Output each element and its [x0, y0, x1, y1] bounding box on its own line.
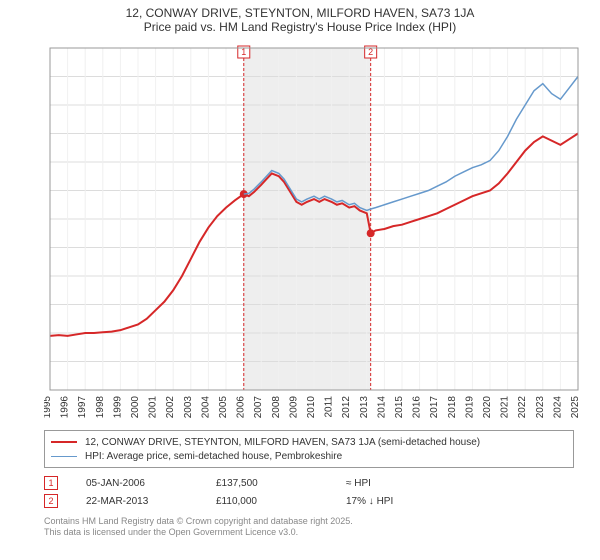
footer-line1: Contains HM Land Registry data © Crown c…: [44, 516, 353, 527]
x-tick-label: 1998: [95, 396, 106, 419]
x-tick-label: 2010: [306, 396, 317, 419]
x-tick-label: 2018: [447, 396, 458, 419]
x-tick-label: 2005: [218, 396, 229, 419]
x-tick-label: 2009: [288, 396, 299, 419]
sale-row: 2 22-MAR-2013£110,00017% ↓ HPI: [44, 492, 574, 510]
legend-row: HPI: Average price, semi-detached house,…: [51, 449, 567, 463]
x-tick-label: 2021: [500, 396, 511, 419]
x-tick-label: 2006: [236, 396, 247, 419]
legend: 12, CONWAY DRIVE, STEYNTON, MILFORD HAVE…: [44, 430, 574, 468]
legend-row: 12, CONWAY DRIVE, STEYNTON, MILFORD HAVE…: [51, 435, 567, 449]
legend-label: HPI: Average price, semi-detached house,…: [85, 451, 342, 462]
x-tick-label: 2000: [130, 396, 141, 419]
x-tick-label: 2020: [482, 396, 493, 419]
x-tick-label: 2014: [376, 396, 387, 419]
x-tick-label: 2017: [429, 396, 440, 419]
sale-row: 1 05-JAN-2006£137,500≈ HPI: [44, 474, 574, 492]
x-tick-label: 2004: [200, 396, 211, 419]
sale-date: 05-JAN-2006: [86, 478, 216, 489]
x-tick-label: 2001: [148, 396, 159, 419]
sale-delta: ≈ HPI: [346, 478, 371, 489]
x-tick-label: 2008: [271, 396, 282, 419]
x-tick-label: 2015: [394, 396, 405, 419]
title-block: 12, CONWAY DRIVE, STEYNTON, MILFORD HAVE…: [0, 0, 600, 34]
x-tick-label: 2024: [552, 396, 563, 419]
x-tick-label: 2002: [165, 396, 176, 419]
x-tick-label: 2016: [412, 396, 423, 419]
sale-price: £110,000: [216, 496, 346, 507]
sale-date: 22-MAR-2013: [86, 496, 216, 507]
title-line2: Price paid vs. HM Land Registry's House …: [0, 20, 600, 34]
sale-marker: 2: [44, 494, 58, 508]
x-tick-label: 2013: [359, 396, 370, 419]
x-tick-label: 1995: [44, 396, 53, 419]
x-tick-label: 2019: [464, 396, 475, 419]
x-tick-label: 1999: [112, 396, 123, 419]
x-tick-label: 1996: [60, 396, 71, 419]
chart-svg: £0£20K£40K£60K£80K£100K£120K£140K£160K£1…: [44, 42, 584, 422]
sale-price: £137,500: [216, 478, 346, 489]
sale-marker: 1: [44, 476, 58, 490]
sale-delta: 17% ↓ HPI: [346, 496, 393, 507]
footer: Contains HM Land Registry data © Crown c…: [44, 516, 353, 539]
chart-container: 12, CONWAY DRIVE, STEYNTON, MILFORD HAVE…: [0, 0, 600, 560]
title-line1: 12, CONWAY DRIVE, STEYNTON, MILFORD HAVE…: [0, 6, 600, 20]
legend-label: 12, CONWAY DRIVE, STEYNTON, MILFORD HAVE…: [85, 437, 480, 448]
x-tick-label: 2023: [535, 396, 546, 419]
x-tick-label: 2012: [341, 396, 352, 419]
sales-table: 1 05-JAN-2006£137,500≈ HPI 2 22-MAR-2013£11…: [44, 474, 574, 510]
x-tick-label: 2003: [183, 396, 194, 419]
footer-line2: This data is licensed under the Open Gov…: [44, 527, 353, 538]
sale-point-marker: [367, 229, 375, 237]
x-tick-label: 2011: [324, 396, 335, 418]
x-tick-label: 2007: [253, 396, 264, 419]
legend-swatch: [51, 441, 77, 443]
chart-area: £0£20K£40K£60K£80K£100K£120K£140K£160K£1…: [44, 42, 584, 422]
legend-swatch: [51, 456, 77, 457]
x-tick-label: 2022: [517, 396, 528, 419]
x-tick-label: 1997: [77, 396, 88, 419]
x-tick-label: 2025: [570, 396, 581, 419]
